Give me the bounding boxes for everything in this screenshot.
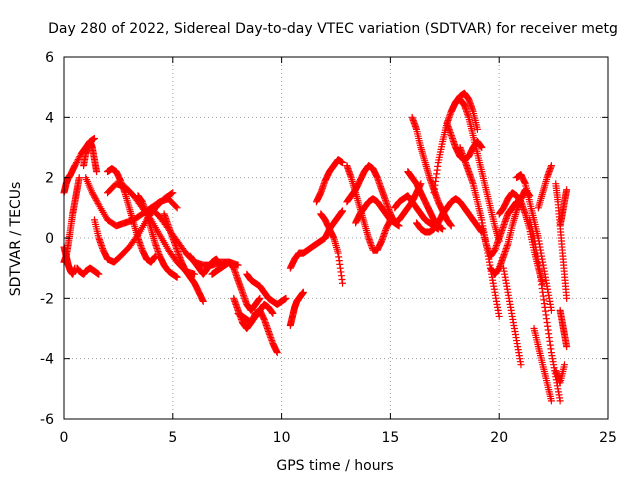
data-point [447,222,455,230]
x-tick-labels: 0 5 10 15 20 25 [60,430,617,446]
series-arc-23 [343,162,403,230]
y-tick-label: -6 [40,412,54,428]
data-point [269,309,277,317]
data-point [547,306,555,314]
x-tick-label: 20 [490,430,508,446]
data-point [478,144,486,151]
data-point [92,195,100,203]
series-arc-08 [104,165,159,266]
data-point [563,294,571,302]
series-arc-03 [60,243,79,278]
data-point [88,189,96,197]
data-point [563,186,571,194]
data-point [92,196,100,204]
series-arc-04 [73,264,103,278]
data-point [339,279,347,287]
series-arc-28 [413,195,486,236]
y-tick-label: 4 [45,110,54,126]
data-point [71,162,79,170]
data-point [93,168,101,176]
data-point [282,294,290,302]
y-axis-label: SDTVAR / TECUs [8,182,24,297]
data-point [93,198,101,206]
data-point [91,193,99,201]
data-point [73,159,81,167]
series-arc-39 [530,325,555,405]
series-arc-13 [186,252,225,278]
data-point [173,204,181,212]
series-arc-20 [312,156,347,206]
data-point [173,273,181,281]
data-point [95,270,103,278]
series-arc-16 [243,270,290,308]
series-arc-10 [134,192,181,281]
data-point [90,192,98,200]
data-point [234,261,242,269]
series-arc-43 [556,306,571,351]
data-point [73,157,81,165]
data-point [339,207,347,215]
y-tick-label: 6 [45,50,54,66]
data-point [89,190,97,198]
x-tick-label: 5 [168,430,177,446]
tick-marks [63,56,609,420]
y-tick-labels: -6 -4 -2 0 2 4 6 [40,50,54,428]
x-tick-label: 0 [60,430,69,446]
data-point [168,190,176,198]
data-point [517,361,525,369]
data-point [72,160,80,168]
data-point [169,189,177,197]
data-point [74,156,82,164]
series-arc-07 [90,189,177,266]
data-point [273,349,281,357]
data-point [556,397,564,405]
y-tick-label: 2 [45,171,54,187]
data-point [172,203,180,211]
series-arc-21 [317,210,347,287]
chart-title: Day 280 of 2022, Sidereal Day-to-day VTE… [48,21,618,37]
data-point [339,159,347,167]
y-tick-label: 0 [45,231,54,247]
data-point [191,270,199,278]
series-arc-40 [534,162,555,212]
series-arc-30 [447,95,503,245]
y-tick-label: -2 [40,291,54,307]
series-arc-44 [556,186,571,230]
series-arc-14 [208,258,264,314]
x-tick-label: 10 [273,430,291,446]
data-point [547,397,555,405]
data-point [563,343,571,351]
x-tick-label: 25 [599,430,617,446]
y-tick-label: -4 [40,352,54,368]
data-point [75,154,83,162]
data-point [547,162,555,170]
series-arc-31 [443,119,486,164]
data-point [90,134,98,142]
series-arc-36 [500,264,525,369]
data-point [560,361,568,369]
data-point [199,297,207,305]
data-point [75,174,83,182]
data-point [256,294,264,302]
data-point [495,312,503,320]
x-axis-label: GPS time / hours [276,458,393,474]
data-point [439,225,447,233]
data-point [473,125,481,133]
data-points [60,89,571,405]
data-point [299,288,307,296]
series-arc-12 [160,210,207,305]
series-arc-34 [486,186,534,278]
series-arc-17 [234,300,277,326]
series-arc-05 [80,137,101,176]
series-arc-26 [408,113,455,230]
series-arc-41 [552,361,568,387]
series-arc-18 [286,288,307,329]
x-tick-label: 15 [381,430,399,446]
